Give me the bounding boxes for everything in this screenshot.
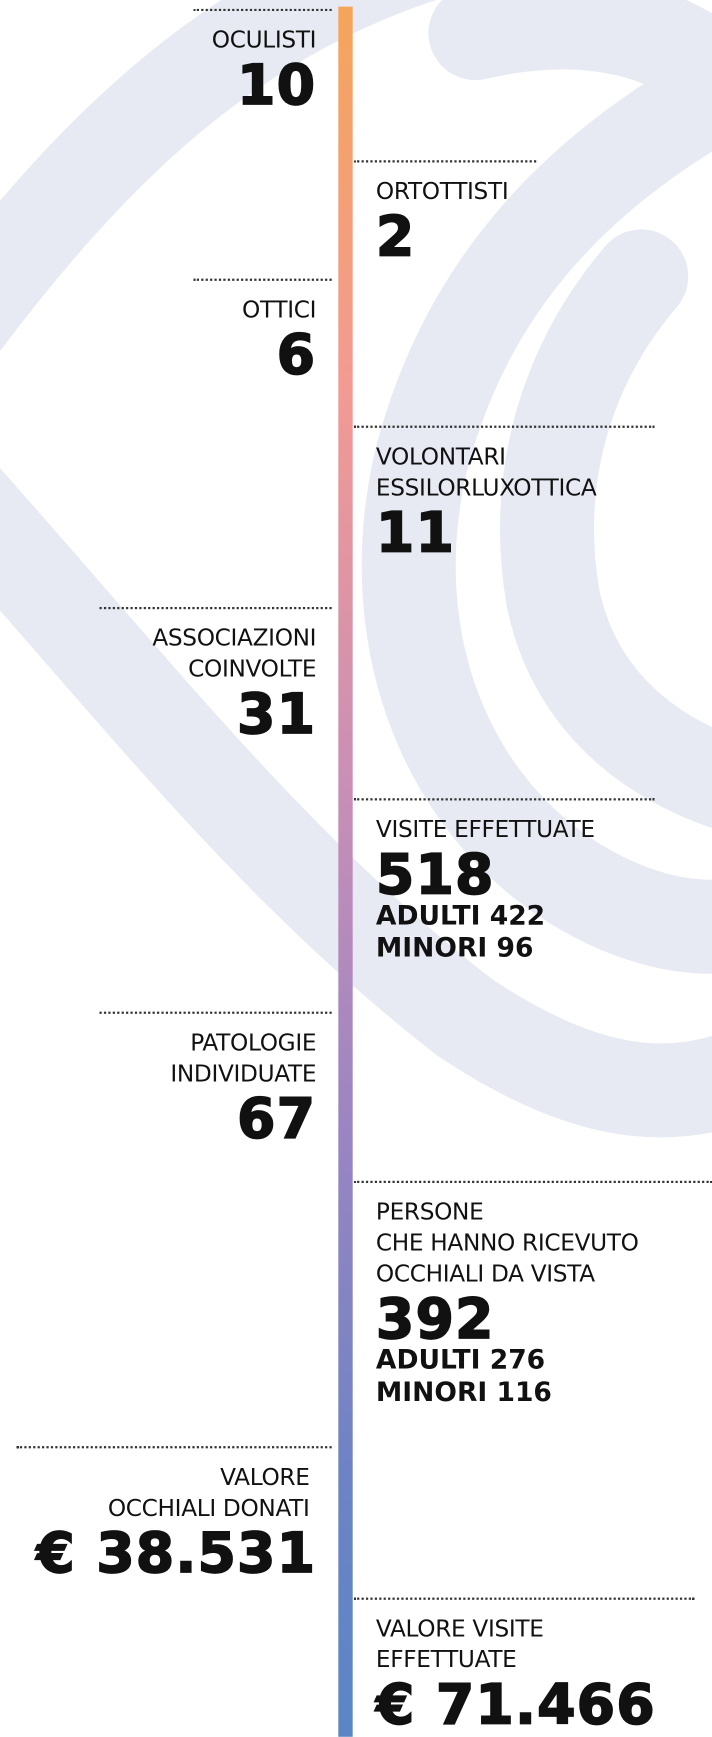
stat-detail: ADULTI 422 <box>375 899 546 931</box>
dotted-rule <box>353 1180 712 1183</box>
stat-value: € 71.466 <box>375 1672 656 1737</box>
dotted-rule <box>353 425 655 428</box>
stat-label: ASSOCIAZIONI <box>152 624 317 652</box>
stat-detail: ADULTI 276 <box>375 1344 546 1376</box>
dotted-rule <box>193 278 332 281</box>
stat-block: VALORE OCCHIALI DONATI € 38.531 <box>0 1462 315 1582</box>
stat-label: EFFETTUATE <box>375 1646 517 1673</box>
dotted-rule <box>16 1446 332 1449</box>
dotted-rule <box>99 1011 332 1014</box>
stat-detail: MINORI 96 <box>375 932 534 963</box>
stat-block: OCULISTI 10 <box>0 24 317 118</box>
stat-label: VALORE <box>220 1463 310 1491</box>
stat-block: PERSONE CHE HANNO RICEVUTO OCCHIALI DA VIS… <box>375 1196 708 1408</box>
stat-label: VISITE EFFETTUATE <box>375 815 595 843</box>
stat-label: OTTICI <box>242 296 317 323</box>
dotted-rule <box>193 8 332 12</box>
stat-label: OCCHIALI DONATI <box>107 1494 310 1522</box>
stat-value: 2 <box>375 204 416 269</box>
dotted-rule <box>99 606 332 610</box>
stat-label: COINVOLTE <box>188 655 317 683</box>
stat-detail: MINORI 116 <box>375 1376 552 1408</box>
stat-block: ORTOTTISTI 2 <box>375 176 708 269</box>
stat-value: 67 <box>236 1086 317 1151</box>
stat-label: ORTOTTISTI <box>375 178 509 205</box>
dotted-rule <box>353 160 537 163</box>
dotted-rule <box>353 1597 695 1600</box>
stat-block: VALORE VISITE EFFETTUATE € 71.466 <box>375 1613 708 1737</box>
stat-label: ESSILORLUXOTTICA <box>375 474 597 501</box>
stat-value: 31 <box>236 682 317 747</box>
stat-value: 392 <box>375 1286 495 1352</box>
stat-value: 6 <box>276 322 317 387</box>
stat-block: VISITE EFFETTUATE 518 ADULTI 422 MINORI 96 <box>375 814 708 964</box>
stat-label: VALORE VISITE <box>375 1615 544 1642</box>
stat-block: PATOLOGIE INDIVIDUATE 67 <box>0 1027 317 1151</box>
stat-value: 10 <box>236 53 317 118</box>
stat-block: VOLONTARI ESSILORLUXOTTICA 11 <box>375 441 708 565</box>
stat-label: PERSONE <box>375 1198 484 1226</box>
stat-value: 11 <box>375 500 456 565</box>
stat-label: PATOLOGIE <box>190 1029 317 1056</box>
stat-value: € 38.531 <box>35 1521 317 1586</box>
dotted-rule <box>353 798 655 801</box>
stat-label: OCULISTI <box>211 26 317 54</box>
stat-label: VOLONTARI <box>375 443 506 470</box>
stat-label: INDIVIDUATE <box>170 1060 317 1087</box>
stat-block: ASSOCIAZIONI COINVOLTE 31 <box>0 622 317 747</box>
stat-label: OCCHIALI DA VISTA <box>375 1260 595 1287</box>
stat-label: CHE HANNO RICEVUTO <box>375 1229 639 1256</box>
timeline-bar <box>338 6 353 1737</box>
stat-value: 518 <box>375 842 495 907</box>
stat-block: OTTICI 6 <box>0 294 317 387</box>
